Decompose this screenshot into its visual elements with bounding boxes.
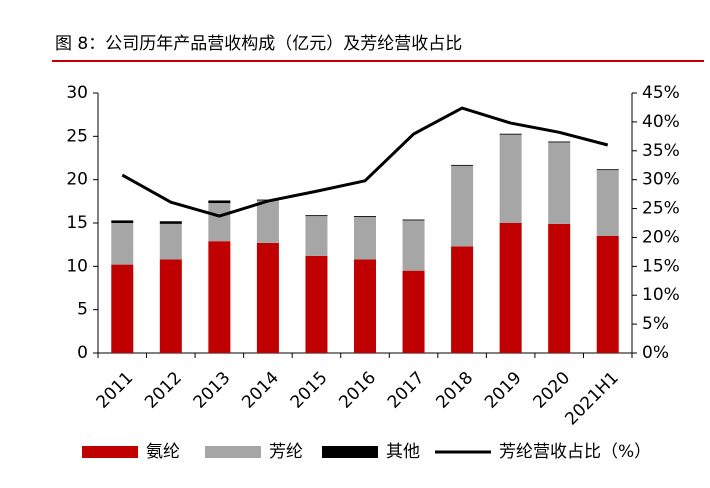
bar [499, 133, 522, 135]
bar [111, 223, 134, 265]
y-tick-label: 25 [66, 126, 88, 146]
y-tick-label: 20 [66, 170, 88, 190]
bar [596, 236, 619, 353]
bar [596, 170, 619, 236]
bar [548, 141, 571, 143]
x-tick-label: 2018 [432, 368, 477, 413]
y2-tick-label: 35% [642, 141, 680, 161]
line [121, 106, 609, 218]
x-tick-label: 2013 [190, 368, 235, 413]
bar [499, 223, 522, 353]
y-tick-label: 30 [66, 83, 88, 103]
y2-tick-label: 20% [642, 227, 680, 247]
bar [159, 223, 182, 260]
y2-tick-label: 25% [642, 199, 680, 219]
bar [402, 219, 425, 221]
bar [354, 259, 376, 353]
x-tick-label: 2021H1 [561, 368, 622, 429]
y2-tick-label: 15% [642, 256, 680, 276]
y2-tick-label: 10% [642, 285, 680, 305]
legend-swatch [82, 446, 138, 458]
bar [451, 246, 474, 353]
y-tick-label: 0 [77, 343, 88, 363]
bar [208, 241, 231, 353]
bar [305, 255, 328, 353]
bar [354, 216, 376, 217]
bar [596, 169, 619, 171]
y-tick-label: 10 [66, 256, 88, 276]
x-tick-label: 2016 [335, 368, 380, 413]
x-tick-label: 2017 [384, 368, 429, 413]
x-tick-label: 2011 [93, 368, 138, 413]
x-tick-label: 2012 [141, 368, 186, 413]
legend-swatch [322, 446, 378, 458]
y-tick-label: 15 [66, 213, 88, 233]
x-tick-label: 2020 [530, 368, 575, 413]
y2-tick-label: 0% [642, 343, 669, 363]
y2-tick-label: 5% [642, 314, 669, 334]
bar [305, 215, 328, 217]
y2-tick-label: 30% [642, 170, 680, 190]
y-tick-label: 5 [77, 300, 88, 320]
bar [499, 134, 522, 223]
chart-title: 图 8：公司历年产品营收构成（亿元）及芳纶营收占比 [55, 34, 462, 54]
legend-label: 其他 [386, 442, 420, 462]
legend-swatch [205, 446, 261, 458]
bar [208, 203, 231, 242]
bar [159, 259, 182, 353]
bar [159, 221, 182, 224]
bar [402, 220, 425, 271]
legend-label: 芳纶营收占比（%） [499, 442, 651, 462]
legend-label: 芳纶 [269, 442, 303, 462]
y2-tick-label: 45% [642, 83, 680, 103]
bar [305, 216, 328, 256]
bar [548, 142, 571, 224]
bar [451, 165, 474, 247]
legend-label: 氨纶 [146, 442, 180, 462]
x-tick-label: 2015 [287, 368, 332, 413]
x-tick-label: 2019 [481, 368, 526, 413]
bar [451, 164, 474, 166]
bar [354, 216, 376, 260]
bar [548, 223, 571, 353]
bar [402, 270, 425, 353]
bar [208, 200, 231, 204]
y2-tick-label: 40% [642, 112, 680, 132]
bar [111, 264, 134, 353]
bar [111, 220, 134, 223]
title-rule [52, 60, 704, 62]
bar [256, 242, 279, 353]
x-tick-label: 2014 [238, 368, 283, 413]
bar [256, 200, 279, 243]
